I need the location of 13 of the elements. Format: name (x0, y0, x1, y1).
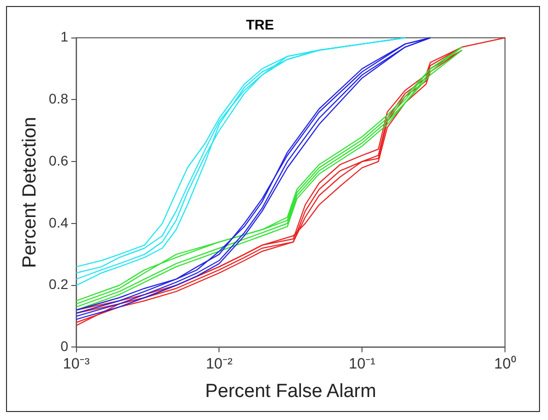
y-tick-label: 0.6 (48, 152, 68, 168)
x-tick-label: 10⁻¹ (348, 355, 376, 372)
x-tick-label: 10⁻³ (62, 355, 90, 372)
y-tick-label: 0.4 (48, 214, 68, 230)
y-tick-label: 1 (60, 28, 68, 45)
y-axis-title: Percent Detection (20, 116, 41, 268)
chart-title: TRE (246, 16, 274, 32)
y-tick-label: 0 (60, 338, 68, 354)
x-tick-label: 10⁻² (206, 355, 233, 372)
x-axis-title: Percent False Alarm (205, 380, 376, 402)
y-tick-label: 0.2 (48, 276, 68, 292)
x-tick-label: 10⁰ (494, 355, 516, 372)
y-tick-label: 0.8 (48, 90, 68, 107)
